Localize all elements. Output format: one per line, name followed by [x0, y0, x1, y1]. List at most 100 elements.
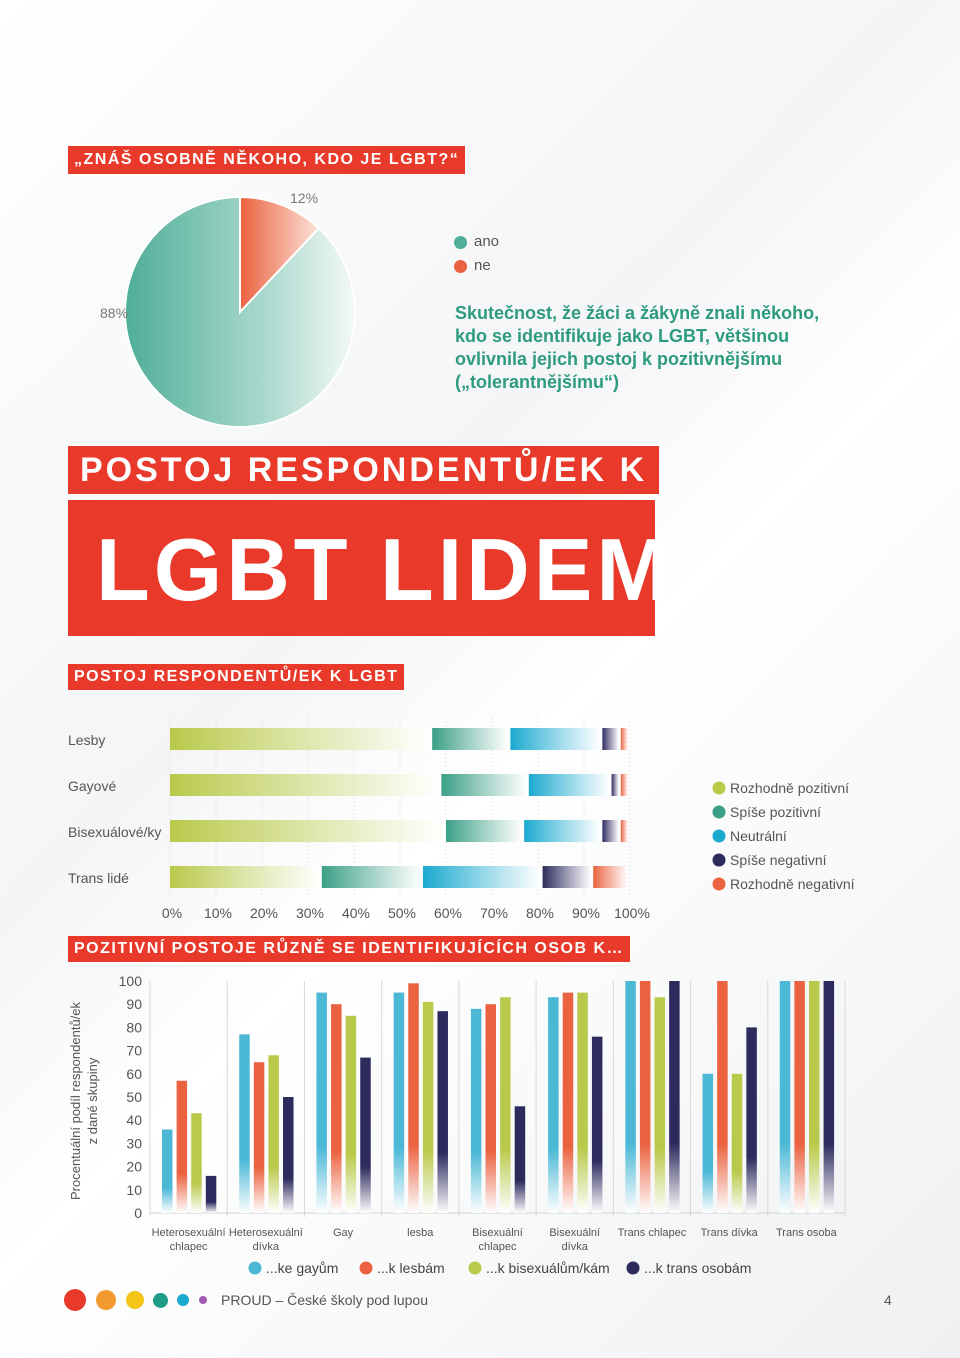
column-bar	[422, 1001, 434, 1213]
category-label: Trans lidé	[68, 870, 129, 886]
legend-dot	[712, 781, 726, 795]
category-label: Trans osoba	[776, 1227, 838, 1239]
x-tick-label: 20%	[250, 905, 278, 921]
x-tick-label: 60%	[434, 905, 462, 921]
bar-segment	[602, 820, 619, 842]
column-bar	[731, 1073, 743, 1213]
column-bar	[717, 981, 728, 1213]
column-bar	[205, 1175, 217, 1213]
category-label: Bisexuálové/ky	[68, 824, 161, 840]
y-axis-label-line2: z dané skupiny	[85, 1057, 100, 1144]
x-tick-label: 70%	[480, 905, 508, 921]
category-label: lesba	[407, 1227, 434, 1239]
column-bar	[239, 1034, 250, 1213]
y-tick-label: 80	[126, 1019, 142, 1035]
bar-segment	[593, 866, 628, 888]
footer-dot	[153, 1292, 168, 1308]
legend-label: ...k lesbám	[377, 1260, 445, 1276]
legend-label: Rozhodně negativní	[730, 876, 855, 892]
legend-dot	[712, 853, 726, 867]
bar-section-title: POSTOJ RESPONDENTŮ/EK K LGBT	[68, 664, 405, 690]
bar-segment	[528, 774, 610, 796]
footer-dot	[177, 1294, 189, 1306]
legend-dot	[359, 1261, 373, 1275]
bar-segment	[510, 728, 601, 750]
x-tick-label: 10%	[204, 905, 232, 921]
stacked-bar-chart: Lesby Gayové Bisexuálové/ky Trans lidé 0% 10…	[68, 718, 855, 921]
column-bar	[331, 1004, 342, 1213]
x-tick-label: 90%	[572, 905, 600, 921]
column-bar	[514, 1106, 526, 1213]
column-bar	[823, 981, 835, 1213]
bar-segment	[432, 728, 509, 750]
y-tick-label: 10	[126, 1182, 142, 1198]
footer-dot	[96, 1290, 116, 1310]
column-bar	[500, 997, 511, 1213]
y-tick-label: 30	[126, 1135, 142, 1151]
column-bar	[393, 992, 405, 1213]
column-bar	[253, 1062, 265, 1213]
column-bar	[702, 1073, 714, 1213]
column-bar	[360, 1057, 371, 1213]
legend-label: ...k bisexuálům/kám	[486, 1260, 610, 1276]
legend-dot	[712, 805, 726, 819]
legend-label: ...ke gayům	[266, 1260, 338, 1276]
category-label: Gayové	[68, 778, 116, 794]
column-bar	[162, 1129, 173, 1213]
legend-label: Spíše pozitivní	[730, 804, 821, 820]
column-bar	[176, 1080, 188, 1213]
y-tick-label: 100	[119, 973, 143, 989]
legend-label: Neutrální	[730, 828, 787, 844]
x-tick-label: 30%	[296, 905, 324, 921]
legend-label: Rozhodně pozitivní	[730, 780, 849, 796]
pie-label-ne: 12%	[290, 190, 318, 206]
column-bar	[408, 983, 419, 1213]
column-bar	[779, 981, 791, 1213]
column-bar	[577, 992, 588, 1213]
bar-segment	[611, 774, 619, 796]
bar-segment	[620, 774, 628, 796]
legend-dot	[712, 877, 726, 891]
bar-segment	[446, 820, 523, 842]
bar-segment	[170, 774, 440, 796]
pie-note: Skutečnost, že žáci a žákyně znali někoh…	[455, 303, 820, 392]
column-bar	[268, 1055, 279, 1213]
column-bar	[191, 1113, 202, 1213]
category-label: Gay	[333, 1227, 354, 1239]
bar-segment	[170, 820, 444, 842]
bar-segment	[170, 866, 320, 888]
bar-segment	[321, 866, 421, 888]
x-tick-label: 80%	[526, 905, 554, 921]
column-bar	[316, 992, 327, 1213]
bar-segment	[602, 728, 619, 750]
y-tick-label: 70	[126, 1043, 142, 1059]
legend-ano-label: ano	[474, 233, 500, 250]
column-bar	[591, 1036, 603, 1213]
column-bar	[437, 1011, 448, 1213]
legend-dot	[468, 1261, 482, 1275]
y-axis-label-line1: Procentuální podíl respondentů/ek	[68, 1001, 83, 1200]
legend-ne-label: ne	[474, 257, 491, 274]
column-bar	[746, 1027, 757, 1213]
category-label: dívka	[253, 1241, 280, 1253]
pie-chart: 88% 12%	[100, 190, 356, 428]
footer-dot	[199, 1296, 207, 1304]
bar-segment	[441, 774, 527, 796]
column-bar	[345, 1015, 357, 1213]
page-number: 4	[884, 1292, 892, 1308]
category-label: Bisexuální	[472, 1227, 523, 1239]
x-tick-label: 40%	[342, 905, 370, 921]
y-tick-label: 60	[126, 1066, 142, 1082]
category-label: chlapec	[170, 1241, 208, 1253]
pie-slice-ne	[239, 195, 321, 315]
pie-section-title: „ZNÁŠ OSOBNĚ NĚKOHO, KDO JE LGBT?“	[68, 146, 466, 174]
legend-label: Spíše negativní	[730, 852, 827, 868]
bar-segment	[542, 866, 592, 888]
column-section-title: POZITIVNÍ POSTOJE RŮZNĚ SE IDENTIFIKUJÍC…	[68, 936, 631, 962]
legend-ano-dot	[454, 236, 467, 249]
column-bar	[639, 981, 651, 1213]
category-label: Trans chlapec	[618, 1227, 687, 1239]
bar-segment	[423, 866, 541, 888]
pie-label-ano: 88%	[100, 305, 128, 321]
legend-dot	[712, 829, 726, 843]
